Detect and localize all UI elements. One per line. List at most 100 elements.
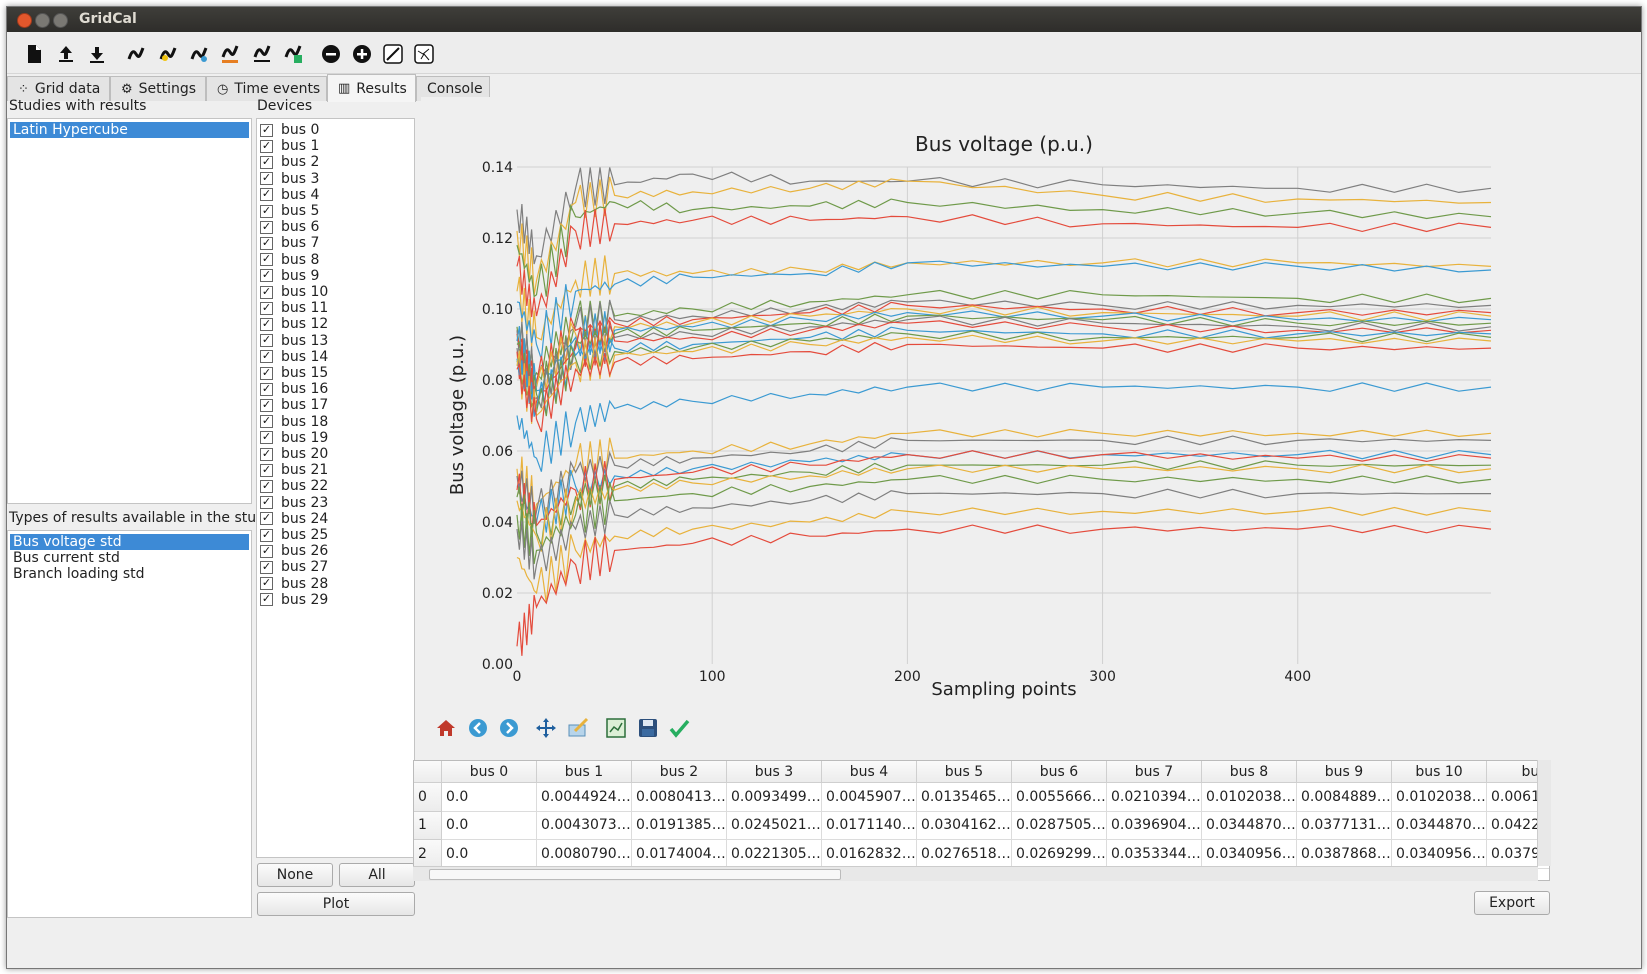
table-cell[interactable]: 0.0 (442, 783, 537, 812)
monte-carlo-icon[interactable] (280, 41, 306, 67)
device-checkbox[interactable]: ✓ (260, 543, 273, 558)
device-item[interactable]: ✓ bus 23 (260, 495, 328, 511)
study-item[interactable]: Latin Hypercube (10, 122, 249, 138)
export-button[interactable]: Export (1474, 891, 1550, 915)
table-cell[interactable]: 0.0135465… (917, 783, 1012, 812)
device-item[interactable]: ✓ bus 21 (260, 462, 328, 478)
device-checkbox[interactable]: ✓ (260, 333, 273, 348)
edit-axis-icon[interactable] (604, 716, 628, 740)
device-item[interactable]: ✓ bus 7 (260, 235, 319, 251)
result-type-item[interactable]: Branch loading std (13, 566, 145, 582)
maximize-window-button[interactable] (53, 13, 68, 28)
device-item[interactable]: ✓ bus 11 (260, 300, 328, 316)
table-cell[interactable]: 0.0276518… (917, 840, 1012, 869)
all-button[interactable]: All (339, 863, 415, 887)
table-cell[interactable]: 0.0080790… (537, 840, 632, 869)
device-item[interactable]: ✓ bus 18 (260, 414, 328, 430)
table-cell[interactable]: 0.0174004… (632, 840, 727, 869)
short-circuit-icon[interactable] (186, 41, 212, 67)
device-checkbox[interactable]: ✓ (260, 252, 273, 267)
tab-grid-data[interactable]: ⁘ Grid data (7, 76, 110, 101)
table-cell[interactable]: 0.0061 (1487, 783, 1549, 812)
device-item[interactable]: ✓ bus 8 (260, 252, 319, 268)
device-item[interactable]: ✓ bus 20 (260, 446, 328, 462)
column-header[interactable]: bus 7 (1107, 761, 1202, 783)
device-item[interactable]: ✓ bus 17 (260, 397, 328, 413)
table-cell[interactable]: 0.0221305… (727, 840, 822, 869)
table-cell[interactable]: 0.0043073… (537, 811, 632, 840)
table-cell[interactable]: 0.0396904… (1107, 811, 1202, 840)
column-header[interactable]: bus 10 (1392, 761, 1487, 783)
column-header[interactable]: bus 0 (442, 761, 537, 783)
table-cell[interactable]: 0.0304162… (917, 811, 1012, 840)
new-file-icon[interactable] (21, 41, 47, 67)
studies-list[interactable]: Latin Hypercube (7, 118, 252, 504)
device-item[interactable]: ✓ bus 14 (260, 349, 328, 365)
device-checkbox[interactable]: ✓ (260, 219, 273, 234)
grid-layout-icon[interactable] (411, 41, 437, 67)
pan-icon[interactable] (534, 716, 558, 740)
home-icon[interactable] (434, 716, 458, 740)
row-header[interactable]: 2 (414, 840, 442, 869)
column-header[interactable]: bus 2 (632, 761, 727, 783)
result-type-item[interactable]: Bus voltage std (10, 534, 249, 550)
device-item[interactable]: ✓ bus 2 (260, 154, 319, 170)
table-cell[interactable]: 0.0080413… (632, 783, 727, 812)
table-cell[interactable]: 0.0210394… (1107, 783, 1202, 812)
tab-results[interactable]: ▥ Results (327, 74, 416, 102)
none-button[interactable]: None (257, 863, 333, 887)
table-cell[interactable]: 0.0 (442, 811, 537, 840)
device-checkbox[interactable]: ✓ (260, 284, 273, 299)
device-item[interactable]: ✓ bus 25 (260, 527, 328, 543)
device-checkbox[interactable]: ✓ (260, 235, 273, 250)
result-types-list[interactable]: Bus voltage std Bus current std Branch l… (7, 530, 252, 918)
device-checkbox[interactable]: ✓ (260, 511, 273, 526)
table-cell[interactable]: 0.0 (442, 840, 537, 869)
table-cell[interactable]: 0.0102038… (1202, 783, 1297, 812)
device-checkbox[interactable]: ✓ (260, 300, 273, 315)
device-item[interactable]: ✓ bus 4 (260, 187, 319, 203)
table-cell[interactable]: 0.0387868… (1297, 840, 1392, 869)
column-header[interactable]: bus 3 (727, 761, 822, 783)
device-item[interactable]: ✓ bus 10 (260, 284, 328, 300)
results-table[interactable]: bus 0 bus 1 bus 2 bus 3 bus 4 bus 5 bus 6 bus 7… (413, 760, 1550, 881)
table-cell[interactable]: 0.0084889… (1297, 783, 1392, 812)
horizontal-scrollbar[interactable] (413, 866, 1538, 881)
add-icon[interactable] (349, 41, 375, 67)
devices-list[interactable]: ✓ bus 0 ✓ bus 1 ✓ bus 2 ✓ bus 3 ✓ bus 4 ✓ bus 5 ✓ bus… (256, 118, 415, 858)
device-checkbox[interactable]: ✓ (260, 381, 273, 396)
back-icon[interactable] (466, 716, 490, 740)
device-checkbox[interactable]: ✓ (260, 365, 273, 380)
device-item[interactable]: ✓ bus 3 (260, 171, 319, 187)
device-item[interactable]: ✓ bus 6 (260, 219, 319, 235)
table-cell[interactable]: 0.0045907… (822, 783, 917, 812)
configure-subplots-icon[interactable] (566, 716, 590, 740)
table-cell[interactable]: 0.0055666… (1012, 783, 1107, 812)
voltage-collapse-icon[interactable] (249, 41, 275, 67)
device-checkbox[interactable]: ✓ (260, 576, 273, 591)
table-cell[interactable]: 0.0102038… (1392, 783, 1487, 812)
device-item[interactable]: ✓ bus 0 (260, 122, 319, 138)
tab-settings[interactable]: ⚙ Settings (110, 76, 206, 101)
power-flow-yellow-icon[interactable] (155, 41, 181, 67)
table-cell[interactable]: 0.0340956… (1202, 840, 1297, 869)
row-header[interactable]: 1 (414, 811, 442, 840)
device-item[interactable]: ✓ bus 1 (260, 138, 319, 154)
device-checkbox[interactable]: ✓ (260, 203, 273, 218)
column-header[interactable]: bus 4 (822, 761, 917, 783)
column-header[interactable]: bus (1487, 761, 1549, 783)
device-item[interactable]: ✓ bus 22 (260, 478, 328, 494)
device-item[interactable]: ✓ bus 16 (260, 381, 328, 397)
table-cell[interactable]: 0.0269299… (1012, 840, 1107, 869)
table-cell[interactable]: 0.0044924… (537, 783, 632, 812)
plot-canvas[interactable]: 0 100 200 300 400 0.00 0.02 0.04 0.06 0.08 0.10 0.1… (421, 97, 1542, 700)
device-checkbox[interactable]: ✓ (260, 397, 273, 412)
device-checkbox[interactable]: ✓ (260, 171, 273, 186)
device-checkbox[interactable]: ✓ (260, 138, 273, 153)
tab-time-events[interactable]: ◷ Time events (206, 76, 327, 101)
column-header[interactable]: bus 5 (917, 761, 1012, 783)
time-series-icon[interactable] (217, 41, 243, 67)
table-cell[interactable]: 0.0191385… (632, 811, 727, 840)
device-checkbox[interactable]: ✓ (260, 527, 273, 542)
table-cell[interactable]: 0.0422 (1487, 812, 1549, 840)
